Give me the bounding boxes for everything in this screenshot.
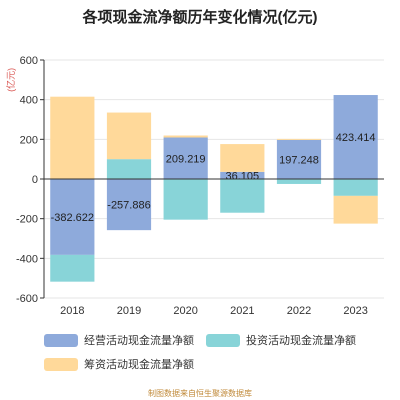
- y-tick-label: 600: [20, 55, 38, 67]
- x-tick-label: 2022: [287, 305, 311, 317]
- bar-operating-2022: [276, 139, 322, 179]
- bar-financing-2022: [276, 138, 322, 140]
- x-tick-label: 2018: [60, 305, 84, 317]
- bar-investing-2018: [50, 254, 95, 282]
- legend-item-operating: 经营活动现金流量净额: [44, 332, 194, 348]
- bar-financing-2023: [333, 195, 378, 224]
- bar-operating-2020: [163, 137, 208, 179]
- y-tick-label: 400: [20, 95, 38, 107]
- bar-investing-2020: [163, 179, 208, 220]
- bar-operating-2019: [106, 179, 152, 231]
- bar-operating-2023: [333, 95, 378, 179]
- x-tick-label: 2020: [173, 305, 197, 317]
- bar-investing-2022: [276, 179, 322, 184]
- y-tick-label: 200: [20, 134, 38, 146]
- x-tick-label: 2023: [343, 305, 367, 317]
- legend-item-financing: 筹资活动现金流量净额: [44, 356, 194, 372]
- data-label: -257.886: [107, 200, 150, 212]
- x-tick-label: 2021: [230, 305, 254, 317]
- legend-swatch-operating: [44, 333, 78, 347]
- data-label: 423.414: [336, 132, 376, 144]
- legend-label-investing: 投资活动现金流量净额: [246, 335, 356, 347]
- legend-swatch-financing: [44, 357, 78, 371]
- bar-operating-2021: [220, 171, 265, 179]
- chart-title: 各项现金流净额历年变化情况(亿元): [82, 9, 318, 26]
- y-axis-label: (亿元): [5, 68, 16, 92]
- bar-operating-2018: [50, 179, 95, 255]
- bar-financing-2021: [220, 144, 265, 172]
- source-note: 制图数据来自恒生聚源数据库: [148, 389, 252, 398]
- legend-swatch-investing: [206, 333, 240, 347]
- legend-label-financing: 筹资活动现金流量净额: [84, 359, 194, 371]
- bar-investing-2019: [106, 159, 152, 179]
- bar-investing-2023: [333, 179, 378, 196]
- bar-investing-2021: [220, 179, 265, 213]
- data-label: 209.219: [166, 153, 206, 165]
- bar-financing-2020: [163, 135, 208, 138]
- y-tick-label: 0: [32, 174, 38, 186]
- legend-item-investing: 投资活动现金流量净额: [206, 332, 356, 348]
- data-label: 36.105: [226, 170, 260, 182]
- y-tick-label: -600: [16, 293, 38, 305]
- y-tick-label: -200: [16, 214, 38, 226]
- data-label: -382.622: [51, 212, 94, 224]
- bar-financing-2018: [50, 96, 95, 179]
- bar-financing-2019: [106, 112, 152, 160]
- x-tick-label: 2019: [117, 305, 141, 317]
- data-label: 197.248: [279, 154, 319, 166]
- legend-label-operating: 经营活动现金流量净额: [84, 335, 194, 347]
- y-tick-label: -400: [16, 253, 38, 265]
